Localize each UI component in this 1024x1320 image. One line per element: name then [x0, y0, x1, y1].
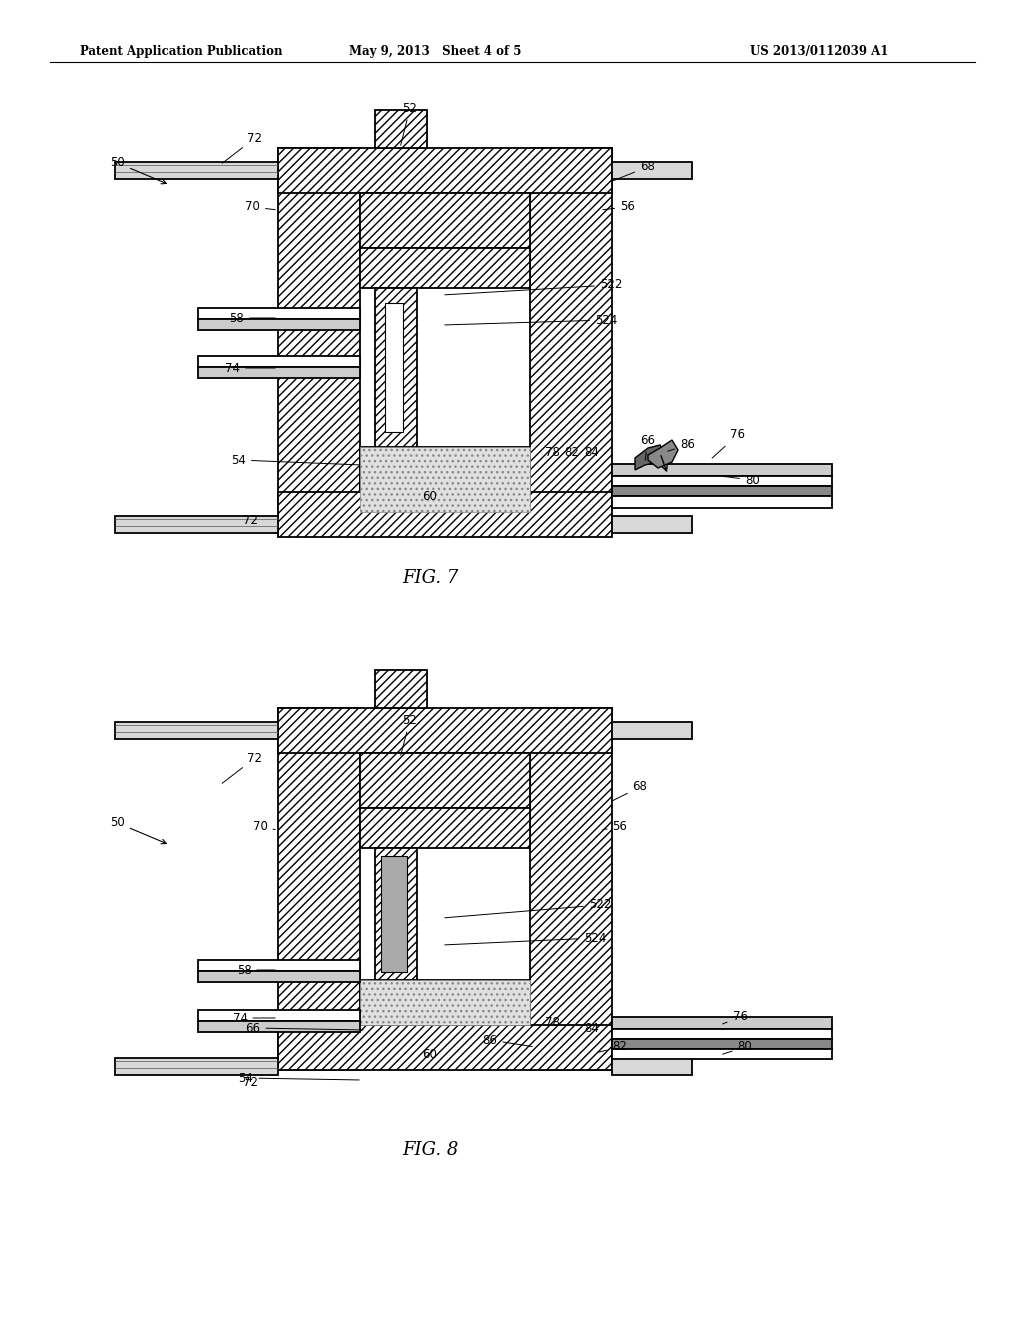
Text: 84: 84: [585, 1023, 599, 1035]
Text: 84: 84: [585, 446, 599, 458]
Bar: [198, 960, 360, 972]
Bar: [198, 367, 360, 378]
Text: 74: 74: [225, 362, 275, 375]
Bar: [612, 162, 692, 180]
Text: 72: 72: [243, 513, 257, 527]
Text: 74: 74: [232, 1011, 275, 1024]
Text: 78: 78: [545, 446, 559, 458]
Bar: [198, 308, 360, 319]
Bar: [115, 162, 278, 180]
Text: 54: 54: [231, 454, 359, 466]
Bar: [278, 148, 612, 193]
Bar: [381, 855, 407, 972]
Bar: [278, 492, 612, 537]
Text: 70: 70: [253, 821, 275, 833]
Text: 76: 76: [712, 429, 745, 458]
Bar: [198, 356, 360, 367]
Bar: [360, 979, 530, 1026]
Polygon shape: [635, 445, 665, 470]
Text: 56: 56: [603, 201, 635, 214]
Bar: [612, 1030, 831, 1039]
Text: 60: 60: [423, 1048, 437, 1061]
Text: 58: 58: [229, 312, 275, 325]
Bar: [375, 110, 427, 148]
Bar: [278, 708, 360, 1071]
Bar: [198, 319, 360, 330]
Bar: [530, 148, 612, 510]
Text: 82: 82: [564, 446, 580, 458]
Polygon shape: [648, 440, 678, 469]
Text: 52: 52: [400, 102, 418, 145]
Text: FIG. 7: FIG. 7: [401, 569, 458, 587]
Text: US 2013/0112039 A1: US 2013/0112039 A1: [750, 45, 889, 58]
Bar: [198, 1010, 360, 1020]
Bar: [375, 288, 417, 447]
Bar: [385, 304, 403, 432]
Bar: [360, 808, 530, 847]
Bar: [612, 722, 692, 739]
Text: 80: 80: [723, 1040, 753, 1055]
Bar: [375, 671, 427, 708]
Text: 76: 76: [723, 1011, 748, 1024]
Text: 66: 66: [640, 433, 655, 461]
Bar: [612, 486, 831, 496]
Bar: [612, 465, 831, 477]
Bar: [530, 708, 612, 1071]
Text: 58: 58: [237, 964, 275, 977]
Text: 522: 522: [444, 899, 611, 917]
Text: 66: 66: [246, 1022, 364, 1035]
Bar: [375, 847, 417, 979]
Text: Patent Application Publication: Patent Application Publication: [80, 45, 283, 58]
Bar: [360, 447, 530, 492]
Bar: [612, 1059, 692, 1074]
Bar: [360, 248, 530, 288]
Bar: [360, 193, 530, 492]
Text: 86: 86: [482, 1034, 532, 1047]
Bar: [198, 972, 360, 982]
Bar: [115, 722, 278, 739]
Text: 86: 86: [668, 438, 695, 451]
Text: 524: 524: [444, 932, 606, 945]
Text: 72: 72: [222, 132, 262, 164]
Bar: [360, 447, 530, 512]
Bar: [278, 148, 360, 510]
Bar: [198, 1020, 360, 1032]
Text: 524: 524: [444, 314, 617, 326]
Bar: [612, 1039, 831, 1049]
Bar: [612, 1016, 831, 1030]
Text: 52: 52: [400, 714, 418, 755]
Text: 72: 72: [243, 1076, 257, 1089]
Text: 54: 54: [239, 1072, 359, 1085]
Text: 68: 68: [612, 161, 655, 181]
Text: 56: 56: [603, 821, 628, 833]
Text: 80: 80: [723, 474, 760, 487]
Text: 522: 522: [444, 279, 623, 294]
Bar: [612, 496, 831, 508]
Bar: [278, 708, 612, 752]
Text: 68: 68: [612, 780, 647, 801]
Bar: [360, 752, 530, 808]
Text: 82: 82: [598, 1040, 628, 1053]
Text: 60: 60: [423, 491, 437, 503]
Bar: [360, 752, 530, 1026]
Text: 70: 70: [245, 201, 275, 214]
Bar: [612, 1049, 831, 1059]
Bar: [360, 979, 530, 1026]
Text: May 9, 2013   Sheet 4 of 5: May 9, 2013 Sheet 4 of 5: [349, 45, 521, 58]
Text: 50: 50: [111, 157, 166, 183]
Bar: [612, 477, 831, 486]
Bar: [278, 1026, 612, 1071]
Text: 78: 78: [545, 1015, 559, 1028]
Text: 50: 50: [111, 817, 166, 843]
Bar: [115, 1059, 278, 1074]
Bar: [360, 193, 530, 248]
Bar: [115, 516, 278, 533]
Text: 72: 72: [222, 751, 262, 783]
Bar: [612, 516, 692, 533]
Text: FIG. 8: FIG. 8: [401, 1140, 458, 1159]
